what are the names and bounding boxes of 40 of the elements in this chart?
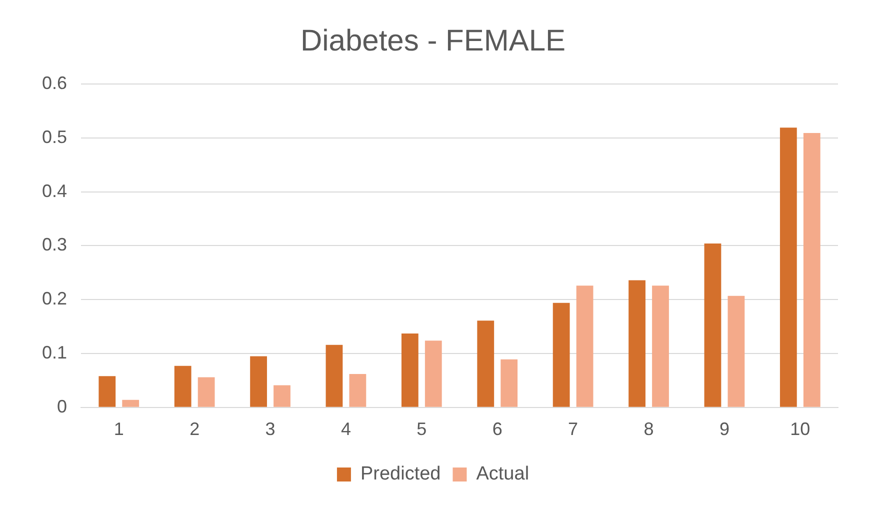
x-tick-label: 4	[340, 419, 351, 440]
bar	[122, 400, 140, 407]
x-tick-label: 1	[114, 419, 124, 440]
x-tick-label: 8	[644, 419, 654, 440]
bar	[803, 133, 820, 407]
bar	[552, 302, 570, 407]
x-tick-label: 5	[416, 419, 427, 440]
bar	[98, 376, 116, 407]
y-tick-label: 0.2	[42, 288, 68, 309]
x-tick-label: 9	[719, 419, 730, 440]
y-tick-label: 0	[57, 396, 68, 416]
bar	[401, 334, 418, 407]
x-tick-label: 3	[265, 419, 276, 440]
y-tick-label: 0.5	[42, 126, 68, 147]
bar	[174, 366, 192, 407]
chart-title: Diabetes - FEMALE	[300, 24, 566, 58]
bar	[349, 374, 366, 407]
x-tick-label: 2	[190, 419, 200, 440]
bar	[477, 320, 494, 407]
bar	[326, 344, 343, 407]
x-tick-label: 10	[790, 419, 810, 440]
x-tick-label: 7	[568, 419, 578, 440]
bar	[274, 385, 290, 407]
bar	[424, 340, 442, 407]
bar	[628, 280, 646, 407]
bar	[198, 377, 215, 407]
bar	[728, 296, 745, 407]
y-tick-label: 0.4	[42, 180, 68, 201]
bar	[780, 128, 797, 407]
legend-label: Predicted	[360, 464, 441, 485]
bar	[576, 286, 594, 407]
bar	[652, 286, 669, 407]
x-tick-label: 6	[492, 419, 502, 440]
y-tick-label: 0.6	[42, 72, 68, 93]
bar	[704, 244, 722, 407]
y-tick-label: 0.1	[42, 342, 68, 362]
bar	[500, 359, 518, 407]
bar	[250, 356, 267, 407]
y-tick-label: 0.3	[42, 234, 68, 255]
legend-label: Actual	[476, 464, 530, 485]
